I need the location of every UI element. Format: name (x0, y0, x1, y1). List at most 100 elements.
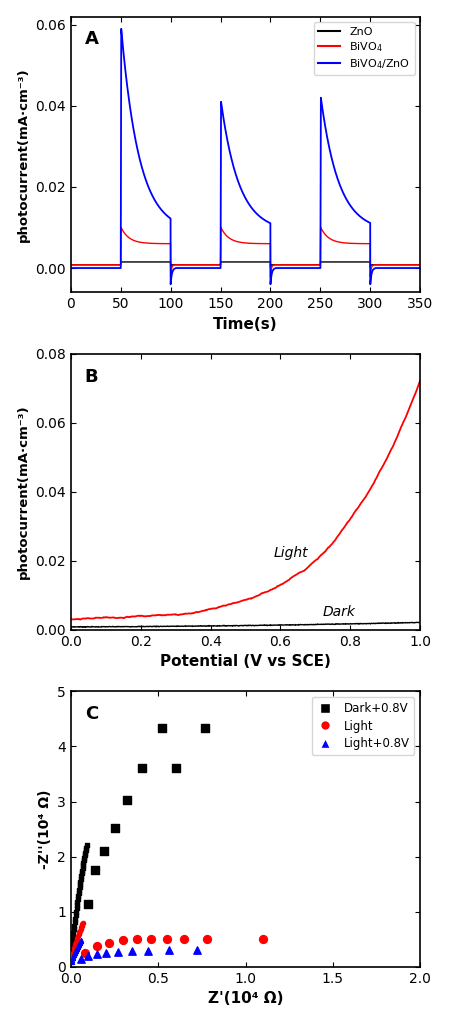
Point (76, 879, 83, 895)
Point (72, 943, 79, 960)
Point (72, 941, 80, 958)
Point (75, 926, 82, 942)
X-axis label: Time(s): Time(s) (213, 317, 278, 331)
Point (69, 929, 76, 945)
Y-axis label: photocurrent(mA·cm⁻³): photocurrent(mA·cm⁻³) (17, 68, 30, 241)
Point (79, 859, 86, 876)
Point (75, 936, 82, 952)
Point (76, 936, 83, 952)
Point (80, 857, 87, 874)
Point (73, 940, 81, 957)
Text: B: B (85, 367, 99, 386)
Point (72, 903, 80, 920)
Point (144, 943, 151, 960)
Point (80, 915, 87, 931)
Point (76, 882, 83, 898)
Point (74, 891, 81, 907)
Point (69, 948, 76, 965)
Point (102, 944, 109, 961)
Point (134, 931, 141, 947)
Point (259, 931, 266, 947)
Point (74, 938, 81, 954)
Point (76, 934, 84, 950)
Point (81, 847, 88, 863)
Point (77, 921, 84, 937)
Point (100, 843, 108, 859)
Point (82, 840, 90, 856)
Point (70, 925, 77, 941)
Point (106, 934, 113, 950)
Point (77, 920, 85, 936)
Point (69, 934, 76, 950)
X-axis label: Z'(10⁴ Ω): Z'(10⁴ Ω) (208, 991, 283, 1007)
Point (72, 933, 80, 949)
Point (70, 922, 77, 938)
Point (72, 935, 79, 951)
Point (81, 945, 88, 962)
Point (72, 910, 79, 927)
Point (70, 948, 77, 965)
Point (76, 923, 84, 939)
Point (120, 932, 127, 948)
Point (158, 720, 165, 737)
Point (83, 837, 90, 853)
Legend: ZnO, BiVO$_4$, BiVO$_4$/ZnO: ZnO, BiVO$_4$, BiVO$_4$/ZnO (314, 23, 414, 76)
Point (74, 928, 81, 944)
Point (114, 944, 122, 961)
Point (69, 945, 76, 962)
Point (123, 792, 130, 808)
Point (74, 930, 81, 946)
Point (85, 895, 92, 911)
Point (77, 933, 85, 949)
Point (139, 760, 146, 776)
Point (73, 897, 81, 914)
Point (68, 938, 76, 954)
Point (193, 942, 200, 959)
Point (94, 945, 101, 962)
Point (85, 947, 92, 964)
Point (71, 940, 78, 957)
Point (71, 946, 78, 963)
Text: C: C (85, 705, 98, 723)
Point (74, 894, 81, 910)
Point (148, 931, 155, 947)
Point (68, 943, 75, 960)
Point (94, 938, 101, 954)
Point (76, 924, 83, 940)
Point (71, 918, 78, 934)
Point (202, 720, 209, 737)
Point (72, 942, 79, 959)
Y-axis label: -Z''(10⁴ Ω): -Z''(10⁴ Ω) (37, 790, 52, 869)
Point (80, 854, 87, 871)
Point (71, 945, 78, 962)
Point (81, 849, 88, 865)
Point (79, 917, 86, 933)
Point (75, 885, 82, 901)
Point (78, 932, 85, 948)
Point (72, 907, 79, 924)
Point (81, 844, 89, 860)
Point (92, 862, 99, 879)
Legend: Dark+0.8V, Light, Light+0.8V: Dark+0.8V, Light, Light+0.8V (312, 697, 414, 755)
Point (70, 947, 77, 964)
Point (77, 871, 85, 887)
Point (77, 874, 84, 890)
Point (79, 862, 86, 879)
Point (76, 876, 84, 892)
Point (68, 953, 75, 970)
Point (203, 931, 211, 947)
Y-axis label: photocurrent(mA·cm⁻³): photocurrent(mA·cm⁻³) (17, 404, 30, 579)
Text: A: A (85, 31, 99, 48)
Point (68, 951, 76, 968)
Point (71, 914, 78, 930)
Point (78, 865, 86, 882)
Point (69, 950, 76, 967)
Point (78, 950, 85, 967)
Point (73, 931, 80, 947)
Point (75, 937, 82, 953)
Point (82, 842, 89, 858)
Point (70, 942, 77, 959)
Text: Dark: Dark (322, 605, 355, 619)
Point (81, 852, 88, 869)
Point (78, 868, 85, 884)
